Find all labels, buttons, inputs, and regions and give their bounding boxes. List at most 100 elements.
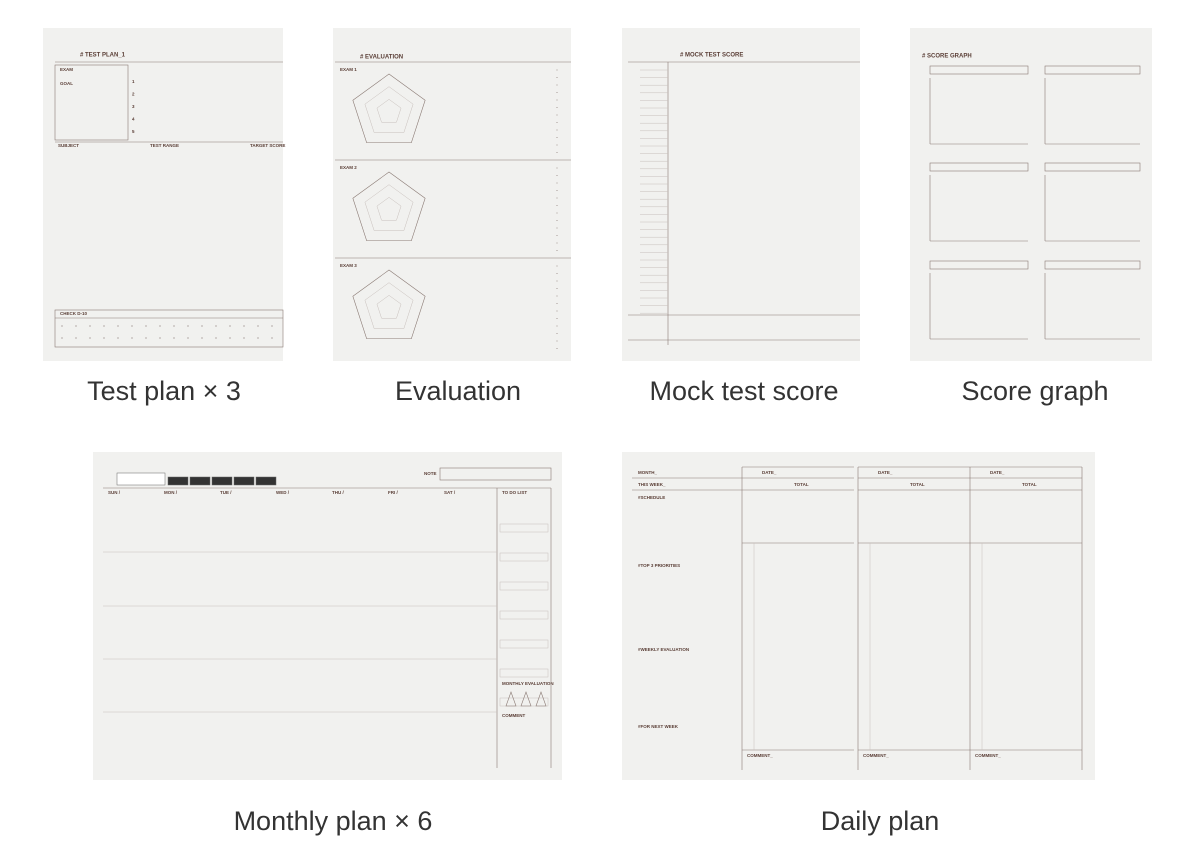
dot — [215, 325, 217, 327]
dot — [556, 182, 558, 184]
dot — [271, 337, 273, 339]
goal-number: 4 — [132, 116, 135, 121]
total-label: TOTAL — [910, 482, 925, 487]
dot — [556, 303, 558, 304]
label: MONTHLY EVALUATION — [502, 681, 554, 686]
dot — [556, 250, 558, 251]
dot — [271, 325, 273, 327]
box — [499, 552, 549, 562]
date-label: DATE_ — [762, 470, 777, 475]
dot — [556, 167, 558, 169]
dot — [556, 348, 558, 349]
title: # SCORE GRAPH — [922, 54, 972, 60]
dot — [215, 337, 217, 339]
test-plan-page — [43, 28, 283, 361]
tab — [233, 476, 255, 486]
dot — [201, 337, 203, 339]
label: TO DO LIST — [502, 490, 527, 495]
radar — [352, 73, 426, 144]
dot — [229, 325, 231, 327]
dot — [556, 325, 558, 327]
label: EXAM — [60, 67, 73, 72]
dot — [103, 325, 105, 327]
caption: Daily plan — [821, 806, 940, 836]
dot — [556, 227, 558, 229]
dot — [131, 337, 133, 339]
radar — [376, 99, 402, 123]
dot — [556, 114, 558, 116]
box — [439, 467, 552, 481]
dot — [159, 325, 161, 327]
label: #FOR NEXT WEEK — [638, 724, 679, 729]
day-label: FRI / — [388, 490, 398, 495]
caption: Score graph — [961, 376, 1108, 406]
radar — [364, 282, 414, 329]
icon — [535, 691, 547, 707]
label: NOTE — [424, 471, 437, 476]
radar — [364, 86, 414, 133]
dot — [556, 84, 558, 86]
dot — [556, 107, 558, 108]
dot — [145, 325, 147, 327]
dot — [117, 325, 119, 327]
label: MONTH_ — [638, 470, 657, 475]
dot — [187, 337, 189, 339]
comment-label: COMMENT_ — [863, 753, 889, 758]
radar — [352, 269, 426, 340]
label: GOAL — [60, 81, 73, 86]
tab — [116, 472, 166, 486]
label: EXAM 2 — [340, 165, 357, 170]
box — [929, 65, 1029, 75]
dot — [556, 220, 558, 221]
box — [499, 639, 549, 649]
dot — [556, 310, 558, 312]
total-label: TOTAL — [794, 482, 809, 487]
caption: Monthly plan × 6 — [234, 806, 433, 836]
tab — [255, 476, 277, 486]
date-label: DATE_ — [878, 470, 893, 475]
dot — [75, 337, 77, 339]
dot — [187, 325, 189, 327]
dot — [556, 235, 558, 236]
daily-plan-page — [622, 452, 1095, 780]
dot — [556, 129, 558, 131]
radar — [376, 197, 402, 221]
title: # EVALUATION — [360, 55, 403, 61]
dot — [556, 122, 558, 123]
label: #WEEKLY EVALUATION — [638, 647, 689, 652]
radar — [364, 184, 414, 231]
day-label: SUN / — [108, 490, 121, 495]
dot — [131, 325, 133, 327]
label: TARGET SCORE — [250, 143, 285, 148]
day-label: MON / — [164, 490, 178, 495]
dot — [556, 77, 558, 78]
dot — [556, 212, 558, 214]
label: #SCHEDULE — [638, 495, 665, 500]
day-label: WED / — [276, 490, 290, 495]
tab — [167, 476, 189, 486]
goal-number: 3 — [132, 104, 135, 109]
dot — [257, 337, 259, 339]
dot — [61, 337, 63, 339]
score-graph-page — [910, 28, 1152, 361]
tab — [211, 476, 233, 486]
label: #TOP 3 PRIORITIES — [638, 563, 680, 568]
dot — [243, 325, 245, 327]
box — [1044, 65, 1141, 75]
box — [499, 610, 549, 620]
icon — [505, 691, 517, 707]
box — [499, 523, 549, 533]
dot — [145, 337, 147, 339]
dot — [556, 197, 558, 199]
dot — [103, 337, 105, 339]
dot — [556, 265, 558, 267]
label: CHECK D-10 — [60, 311, 88, 316]
goal-number: 2 — [132, 92, 135, 97]
dot — [556, 318, 558, 319]
dot — [556, 99, 558, 101]
day-label: TUE / — [220, 490, 232, 495]
mock-test-page — [622, 28, 860, 361]
dot — [173, 337, 175, 339]
caption: Evaluation — [395, 376, 521, 406]
